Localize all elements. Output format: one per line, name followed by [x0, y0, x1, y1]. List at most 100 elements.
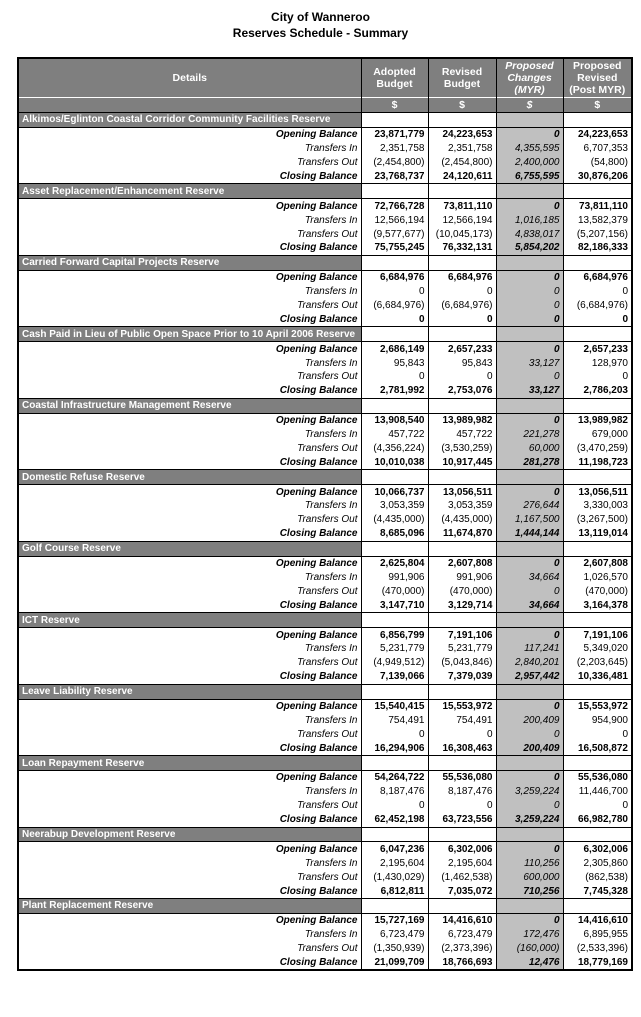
value-cell: 0: [495, 727, 564, 742]
data-row: Opening Balance 6,684,976 6,684,976 0 6,684,…: [17, 270, 633, 285]
value-cell: 7,191,106: [562, 627, 633, 642]
value-cell: 2,657,233: [562, 341, 633, 357]
row-label: Closing Balance: [17, 169, 362, 184]
value-cell: 4,838,017: [495, 227, 564, 242]
value-cell: (470,000): [360, 584, 429, 599]
data-row: Opening Balance 15,540,415 15,553,972 0 15,5…: [17, 699, 633, 714]
value-cell: 0: [360, 370, 429, 384]
value-cell: (9,577,677): [360, 227, 429, 242]
value-cell: 0: [495, 627, 564, 642]
value-cell: 0: [495, 770, 564, 785]
value-cell: 6,684,976: [427, 270, 497, 285]
row-label: Transfers Out: [17, 870, 362, 885]
data-row: Closing Balance 6,812,811 7,035,072 710,256…: [17, 884, 633, 899]
value-cell: 5,231,779: [427, 641, 497, 656]
value-cell: 95,843: [427, 356, 497, 371]
value-cell: 33,127: [495, 383, 564, 399]
data-row: Opening Balance 13,908,540 13,989,982 0 13,9…: [17, 413, 633, 428]
value-cell: 73,811,110: [562, 198, 633, 214]
row-label: Opening Balance: [17, 270, 362, 285]
value-cell: 16,308,463: [427, 741, 497, 756]
row-label: Opening Balance: [17, 484, 362, 500]
value-cell: 1,016,185: [495, 213, 564, 228]
value-cell: 0: [495, 198, 564, 214]
row-label: Opening Balance: [17, 341, 362, 357]
data-row: Transfers In 457,722 457,722 221,278 679,000: [17, 427, 633, 442]
data-row: Closing Balance 7,139,066 7,379,039 2,957,4…: [17, 669, 633, 685]
value-cell: (1,350,939): [360, 941, 429, 956]
row-label: Closing Balance: [17, 383, 362, 399]
section-cell: [360, 897, 429, 914]
value-cell: 13,582,379: [562, 213, 633, 228]
value-cell: 2,607,808: [562, 556, 633, 571]
section-cell: [427, 183, 497, 200]
value-cell: 10,917,445: [427, 455, 497, 470]
section-cell: [562, 826, 633, 843]
value-cell: 128,970: [562, 356, 633, 371]
value-cell: 1,167,500: [495, 512, 564, 527]
data-row: Opening Balance 2,625,804 2,607,808 0 2,607,…: [17, 556, 633, 571]
value-cell: (6,684,976): [360, 298, 429, 313]
column-header: Revised Budget: [427, 58, 497, 98]
row-label: Transfers Out: [17, 370, 362, 384]
section-cell: [495, 755, 564, 771]
value-cell: (54,800): [562, 155, 633, 170]
data-row: Transfers Out 0 0 0 0: [17, 370, 633, 384]
section-cell: [562, 540, 633, 557]
value-cell: 6,812,811: [360, 884, 429, 899]
data-row: Transfers Out (9,577,677) (10,045,173) 4,83…: [17, 227, 633, 242]
value-cell: 73,811,110: [427, 198, 497, 214]
unit-label: $: [360, 97, 429, 113]
value-cell: 0: [360, 727, 429, 742]
value-cell: (4,435,000): [360, 512, 429, 527]
value-cell: 2,781,992: [360, 383, 429, 399]
value-cell: (2,533,396): [562, 941, 633, 956]
value-cell: 13,056,511: [427, 484, 497, 500]
value-cell: 6,684,976: [562, 270, 633, 285]
value-cell: 4,355,595: [495, 141, 564, 156]
value-cell: 10,336,481: [562, 669, 633, 685]
row-label: Closing Balance: [17, 598, 362, 613]
value-cell: 2,957,442: [495, 669, 564, 685]
section-row: Plant Replacement Reserve: [17, 897, 633, 914]
value-cell: 2,400,000: [495, 155, 564, 170]
row-label: Transfers Out: [17, 155, 362, 170]
data-row: Opening Balance 15,727,169 14,416,610 0 14,4…: [17, 913, 633, 928]
value-cell: 95,843: [360, 356, 429, 371]
section-cell: [427, 755, 497, 771]
section-cell: [360, 755, 429, 771]
value-cell: 679,000: [562, 427, 633, 442]
value-cell: 2,351,758: [427, 141, 497, 156]
data-row: Transfers In 5,231,779 5,231,779 117,241 5,3…: [17, 641, 633, 656]
reserves-table: Details Adopted Budget Revised Budget Propo…: [17, 57, 633, 972]
section-cell: [427, 612, 497, 629]
data-row: Transfers In 6,723,479 6,723,479 172,476 6,8…: [17, 927, 633, 942]
unit-label: $: [562, 97, 633, 113]
value-cell: 7,745,328: [562, 884, 633, 899]
row-label: Opening Balance: [17, 198, 362, 214]
value-cell: 6,684,976: [360, 270, 429, 285]
section-cell: [562, 897, 633, 914]
value-cell: 0: [427, 284, 497, 299]
value-cell: 66,982,780: [562, 812, 633, 828]
row-label: Transfers In: [17, 856, 362, 871]
row-label: Transfers Out: [17, 227, 362, 242]
value-cell: 457,722: [360, 427, 429, 442]
value-cell: 18,779,169: [562, 955, 633, 971]
value-cell: 0: [427, 370, 497, 384]
row-label: Transfers Out: [17, 512, 362, 527]
column-header: Adopted Budget: [360, 58, 429, 98]
row-label: Closing Balance: [17, 312, 362, 327]
data-row: Closing Balance 62,452,198 63,723,556 3,259…: [17, 812, 633, 828]
value-cell: (3,267,500): [562, 512, 633, 527]
data-row: Opening Balance 54,264,722 55,536,080 0 55,5…: [17, 770, 633, 785]
row-label: Closing Balance: [17, 669, 362, 685]
value-cell: 1,026,570: [562, 570, 633, 585]
value-cell: 30,876,206: [562, 169, 633, 184]
value-cell: 0: [495, 798, 564, 813]
value-cell: 0: [495, 298, 564, 313]
value-cell: 82,186,333: [562, 241, 633, 256]
section-cell: [562, 326, 633, 343]
value-cell: 7,139,066: [360, 669, 429, 685]
data-row: Transfers Out (1,350,939) (2,373,396) (160,…: [17, 941, 633, 956]
